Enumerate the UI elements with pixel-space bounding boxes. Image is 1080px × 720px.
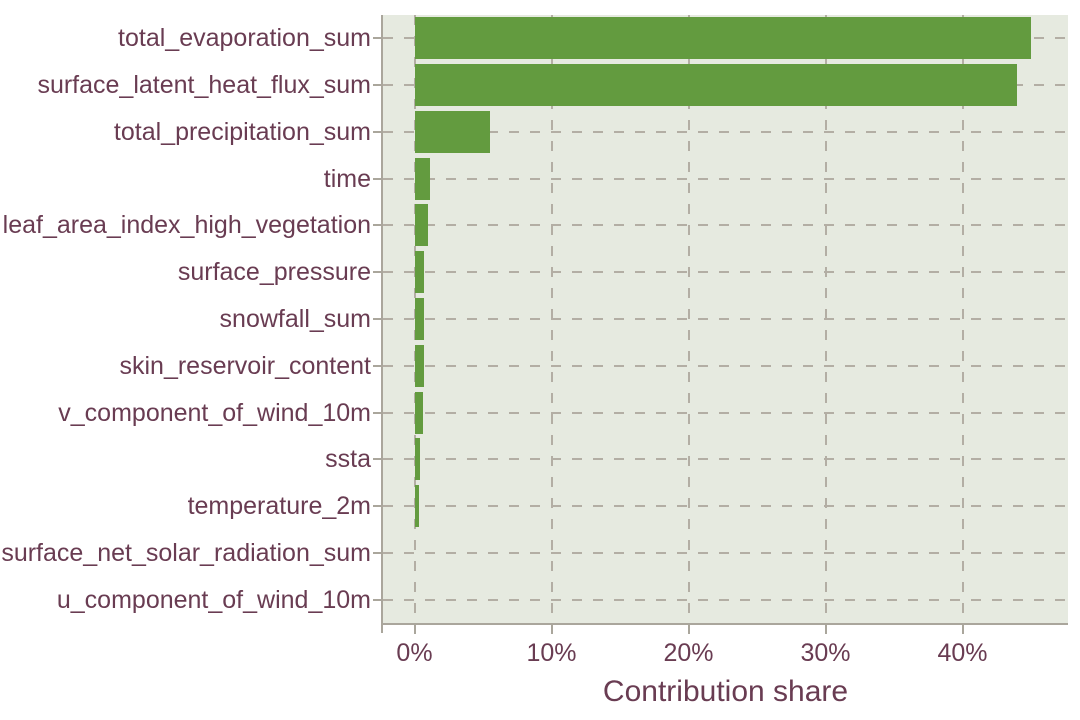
y-axis-label: time — [323, 165, 371, 193]
y-gridline — [383, 177, 1068, 180]
x-axis-line — [381, 623, 1068, 625]
y-tick — [373, 505, 382, 508]
y-gridline — [383, 411, 1068, 414]
bar-temperature_2m — [414, 485, 419, 527]
bar-total_evaporation_sum — [414, 17, 1031, 59]
y-axis-label: u_component_of_wind_10m — [56, 586, 371, 614]
plot-area — [383, 15, 1068, 623]
bar-ssta — [414, 438, 420, 480]
y-axis-label: surface_net_solar_radiation_sum — [1, 539, 371, 567]
x-tick — [687, 625, 690, 634]
y-tick — [373, 364, 382, 367]
x-tick — [961, 625, 964, 634]
y-gridline — [383, 551, 1068, 554]
y-tick — [373, 37, 382, 40]
y-tick — [373, 271, 382, 274]
x-axis-title: Contribution share — [602, 675, 849, 708]
y-gridline — [383, 271, 1068, 274]
x-tick — [413, 625, 416, 634]
y-axis-label: total_precipitation_sum — [113, 118, 371, 146]
bar-leaf_area_index_high_vegetation — [414, 204, 428, 246]
y-tick — [373, 318, 382, 320]
y-axis-label: snowfall_sum — [219, 305, 371, 333]
y-axis-label: skin_reservoir_content — [119, 352, 371, 380]
bar-snowfall_sum — [414, 298, 425, 340]
y-gridline — [383, 458, 1068, 461]
y-tick — [373, 551, 382, 554]
y-tick — [373, 177, 382, 180]
y-gridline — [383, 505, 1068, 508]
y-gridline — [383, 598, 1068, 601]
y-gridline — [383, 130, 1068, 133]
y-tick — [373, 84, 382, 87]
y-gridline — [383, 364, 1068, 367]
y-axis-label: surface_latent_heat_flux_sum — [37, 71, 371, 99]
x-tick-label: 10% — [526, 639, 577, 667]
x-tick-label: 20% — [663, 639, 714, 667]
bar-surface_latent_heat_flux_sum — [414, 64, 1018, 106]
y-axis-label: ssta — [325, 445, 371, 473]
x-tick — [550, 625, 553, 634]
bar-v_component_of_wind_10m — [414, 392, 424, 434]
bar-surface_pressure — [414, 251, 425, 293]
y-tick — [373, 224, 382, 227]
y-tick — [373, 130, 382, 133]
x-tick — [824, 625, 827, 634]
y-axis-label: total_evaporation_sum — [118, 24, 371, 52]
y-gridline — [383, 318, 1068, 320]
y-axis-label: temperature_2m — [187, 492, 371, 520]
y-tick — [373, 598, 382, 601]
y-tick — [373, 458, 382, 461]
x-tick-label: 0% — [396, 639, 433, 667]
y-axis-line — [381, 15, 383, 633]
y-axis-label: v_component_of_wind_10m — [58, 399, 371, 427]
y-axis-label: surface_pressure — [177, 258, 371, 286]
x-tick-label: 30% — [800, 639, 851, 667]
y-tick — [373, 411, 382, 414]
bar-time — [414, 158, 430, 200]
y-gridline — [383, 224, 1068, 227]
y-axis-label: leaf_area_index_high_vegetation — [2, 211, 371, 239]
bar-total_precipitation_sum — [414, 111, 490, 153]
x-tick-label: 40% — [937, 639, 988, 667]
bar-skin_reservoir_content — [414, 345, 424, 387]
